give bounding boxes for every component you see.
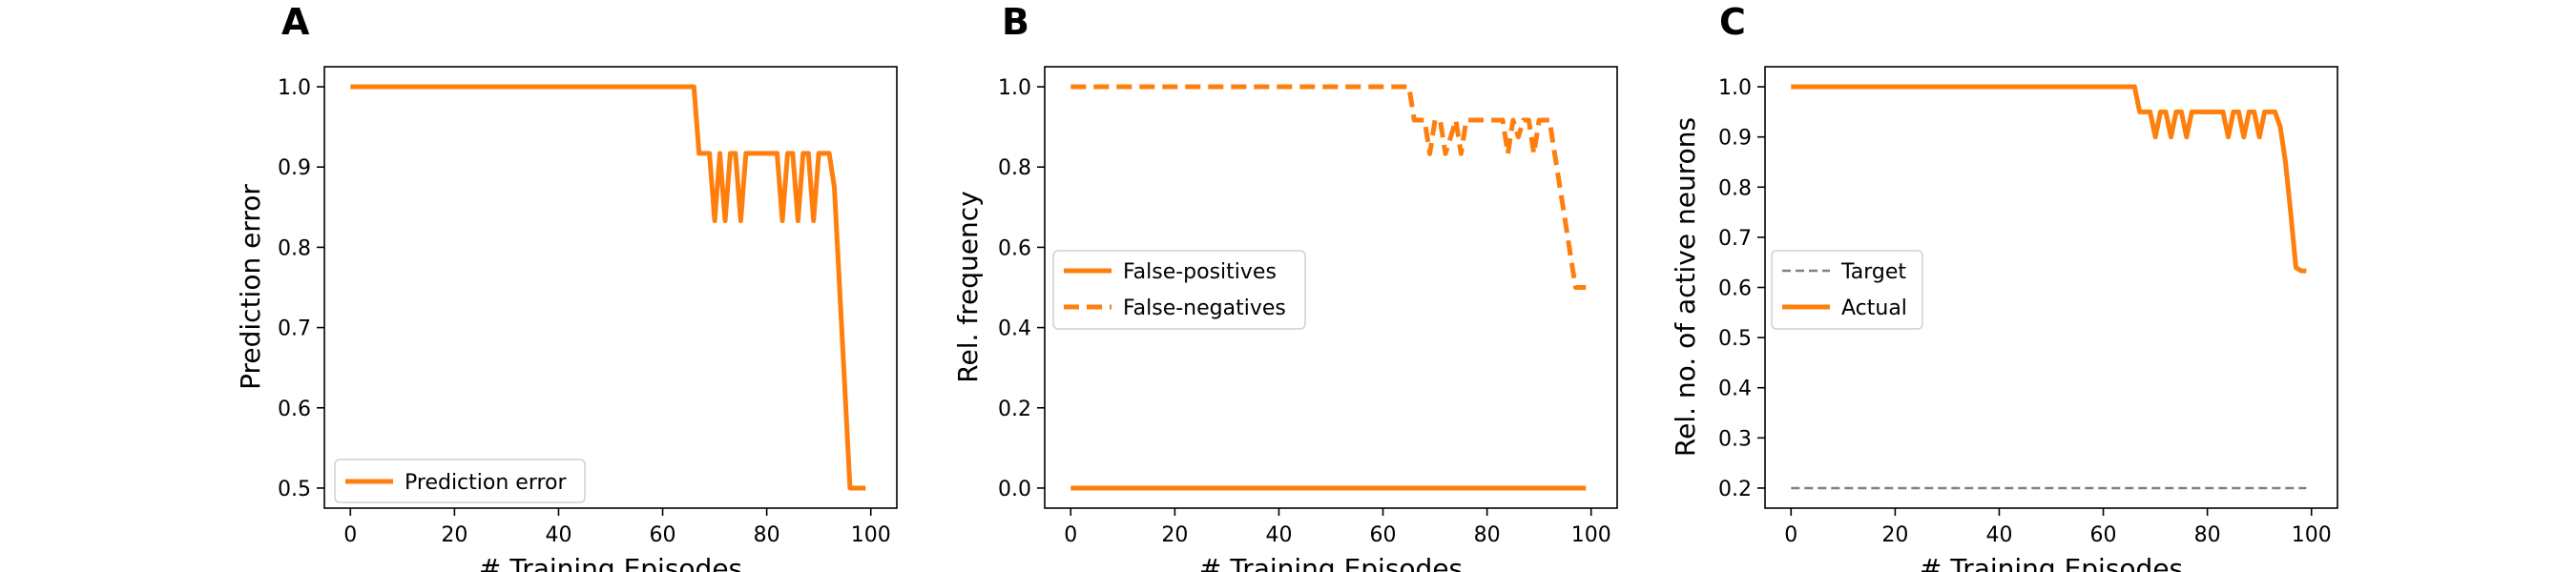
plot-frame-b xyxy=(1044,66,1618,509)
y-tick-label-c: 0.5 xyxy=(1718,327,1752,351)
y-tick-label-a: 0.7 xyxy=(278,317,311,341)
legend-box-a xyxy=(334,459,586,503)
x-tick-label-b: 100 xyxy=(1571,523,1611,547)
x-tick-label-c: 0 xyxy=(1784,523,1797,547)
legend-label-actual: Actual xyxy=(1841,296,1907,320)
x-tick-label-c: 60 xyxy=(2090,523,2117,547)
x-axis-label-b: # Training Episodes xyxy=(1199,553,1463,572)
series-layer-b xyxy=(1070,84,1587,491)
y-tick-label-c: 0.6 xyxy=(1718,277,1752,301)
y-tick-label-c: 1.0 xyxy=(1718,76,1752,100)
y-axis-label-c: Rel. no. of active neurons xyxy=(1670,117,1701,457)
y-axis-label-a: Prediction error xyxy=(235,184,266,390)
series-line-actual xyxy=(1791,84,2307,274)
legend-b: False-positives False-negatives xyxy=(1052,250,1306,330)
x-tick-label-a: 20 xyxy=(441,523,467,547)
y-tick-label-c: 0.7 xyxy=(1718,227,1752,251)
x-tick-label-c: 40 xyxy=(1985,523,2012,547)
x-tick-label-b: 20 xyxy=(1161,523,1188,547)
x-tick-label-a: 80 xyxy=(754,523,780,547)
legend-c: Target Actual xyxy=(1771,250,1923,330)
panel-a: A 0 20 40 60 80 100 0.5 0.6 0.7 0.8 0.9 1.0 # Train… xyxy=(235,1,898,572)
x-tick-label-a: 40 xyxy=(545,523,571,547)
x-tick-label-b: 40 xyxy=(1265,523,1292,547)
tick-layer-b: 0 20 40 60 80 100 0.0 0.2 0.4 0.6 0.8 1.0 xyxy=(998,76,1611,547)
x-tick-label-a: 100 xyxy=(851,523,891,547)
x-tick-label-c: 80 xyxy=(2194,523,2221,547)
tick-layer-a: 0 20 40 60 80 100 0.5 0.6 0.7 0.8 0.9 1.0 xyxy=(278,76,891,547)
x-tick-label-c: 100 xyxy=(2292,523,2332,547)
y-tick-label-a: 0.6 xyxy=(278,398,311,421)
y-tick-label-b: 0.4 xyxy=(998,317,1031,341)
legend-a: Prediction error xyxy=(334,459,586,503)
y-tick-label-a: 1.0 xyxy=(278,76,311,100)
y-tick-label-b: 0.8 xyxy=(998,156,1031,180)
series-line-false-negatives xyxy=(1070,84,1587,290)
x-axis-label-c: # Training Episodes xyxy=(1920,553,2183,572)
legend-label-false-positives: False-positives xyxy=(1123,260,1277,284)
y-tick-label-a: 0.8 xyxy=(278,236,311,260)
x-tick-label-b: 60 xyxy=(1370,523,1397,547)
y-tick-label-b: 0.6 xyxy=(998,236,1031,260)
series-layer-c xyxy=(1791,84,2307,490)
series-line-prediction-error xyxy=(350,84,866,491)
y-tick-label-c: 0.9 xyxy=(1718,127,1752,151)
y-tick-label-c: 0.3 xyxy=(1718,427,1752,451)
y-tick-label-b: 1.0 xyxy=(998,76,1031,100)
panel-b: B 0 20 40 60 80 100 0.0 0.2 0.4 0.6 0.8 1.0 # Train… xyxy=(952,1,1618,572)
x-tick-label-a: 0 xyxy=(343,523,357,547)
panel-letter-a: A xyxy=(281,1,310,43)
y-tick-label-c: 0.8 xyxy=(1718,176,1752,200)
y-tick-label-c: 0.2 xyxy=(1718,478,1752,501)
y-axis-label-b: Rel. frequency xyxy=(952,191,984,382)
y-tick-label-b: 0.2 xyxy=(998,398,1031,421)
plot-frame-a xyxy=(323,66,898,509)
x-tick-label-c: 20 xyxy=(1881,523,1908,547)
x-tick-label-a: 60 xyxy=(650,523,676,547)
y-tick-label-a: 0.9 xyxy=(278,156,311,180)
legend-box-b xyxy=(1052,250,1306,330)
tick-layer-c: 0 20 40 60 80 100 0.2 0.3 0.4 0.5 0.6 0.7 0.8 0.9 1.0 xyxy=(1718,76,2332,547)
series-layer-a xyxy=(350,84,866,491)
panel-letter-b: B xyxy=(1002,1,1029,43)
x-axis-label-a: # Training Episodes xyxy=(479,553,742,572)
x-tick-label-b: 0 xyxy=(1064,523,1077,547)
panel-c: C 0 20 40 60 80 100 0.2 0.3 0.4 0.5 0.6 0.7 0.8 0.9 1.… xyxy=(1670,1,2338,572)
y-tick-label-b: 0.0 xyxy=(998,478,1031,501)
legend-label-false-negatives: False-negatives xyxy=(1123,296,1286,320)
x-tick-label-b: 80 xyxy=(1474,523,1501,547)
legend-label-target: Target xyxy=(1840,260,1906,284)
legend-label-prediction-error: Prediction error xyxy=(405,471,567,495)
y-tick-label-c: 0.4 xyxy=(1718,378,1752,401)
panel-letter-c: C xyxy=(1719,1,1746,43)
y-tick-label-a: 0.5 xyxy=(278,478,311,501)
